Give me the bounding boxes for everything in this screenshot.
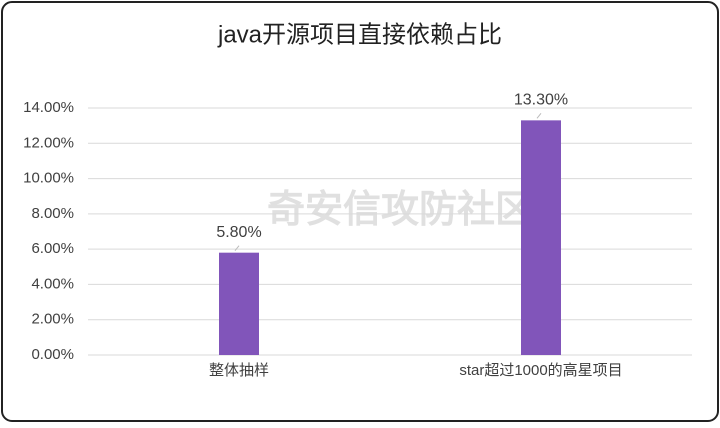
- y-tick-label: 4.00%: [31, 275, 74, 292]
- y-tick-label: 14.00%: [23, 99, 74, 116]
- watermark: 奇安信攻防社区: [267, 189, 533, 231]
- y-tick-label: 6.00%: [31, 240, 74, 257]
- value-label: 5.80%: [216, 224, 261, 241]
- y-tick-label: 10.00%: [23, 170, 74, 187]
- leader-line: [536, 113, 542, 119]
- x-tick-label: 整体抽样: [209, 362, 269, 379]
- y-tick-label: 2.00%: [31, 311, 74, 328]
- bar: [521, 120, 561, 355]
- bar: [219, 252, 259, 355]
- y-tick-label: 0.00%: [31, 346, 74, 363]
- y-tick-label: 8.00%: [31, 205, 74, 222]
- value-label: 13.30%: [514, 92, 568, 109]
- y-tick-label: 12.00%: [23, 134, 74, 151]
- x-tick-label: star超过1000的高星项目: [459, 362, 622, 379]
- chart-title: java开源项目直接依赖占比: [217, 21, 502, 48]
- leader-line: [234, 245, 240, 251]
